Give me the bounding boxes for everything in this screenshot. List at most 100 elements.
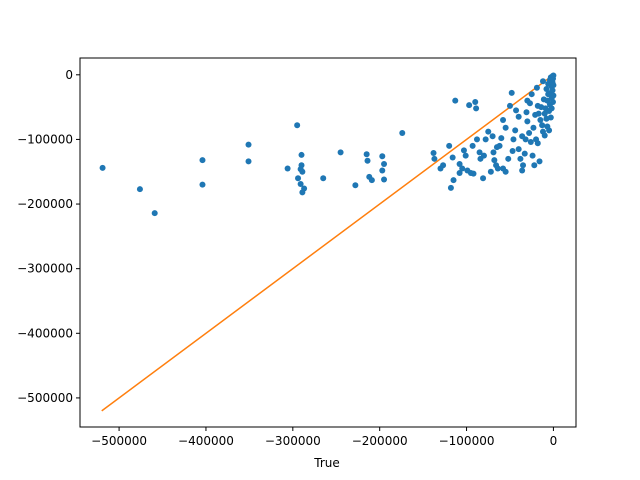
data-point: [533, 84, 540, 91]
data-point: [430, 149, 437, 156]
data-point: [487, 168, 494, 175]
data-point: [537, 117, 544, 124]
data-point: [470, 170, 477, 177]
reference-line-layer: [101, 74, 554, 412]
data-point: [527, 139, 534, 146]
data-point: [472, 98, 479, 105]
data-point: [485, 128, 492, 135]
data-point: [437, 165, 444, 172]
data-point: [136, 186, 143, 193]
data-point: [431, 155, 438, 162]
y-tick-label: −400000: [17, 326, 73, 340]
data-point: [199, 181, 206, 188]
data-point: [245, 141, 252, 148]
y-tick-label: 0: [65, 68, 73, 82]
data-point: [460, 147, 467, 154]
data-point: [520, 162, 527, 169]
data-point: [462, 152, 469, 159]
data-point: [450, 177, 457, 184]
data-point: [399, 129, 406, 136]
data-point: [505, 155, 512, 162]
data-point: [456, 160, 463, 167]
data-point: [337, 149, 344, 156]
data-point: [446, 142, 453, 149]
y-tick-label: −200000: [17, 197, 73, 211]
data-point: [447, 184, 454, 191]
data-point: [297, 181, 304, 188]
data-point: [294, 122, 301, 129]
data-point: [515, 146, 522, 153]
x-tick-label: −300000: [265, 434, 321, 448]
data-point: [151, 210, 158, 217]
data-point: [531, 162, 538, 169]
data-point: [500, 117, 507, 124]
data-point: [489, 133, 496, 140]
data-point: [549, 98, 556, 105]
data-point: [381, 176, 388, 183]
data-point: [245, 158, 252, 165]
data-point: [99, 164, 106, 171]
data-point: [298, 151, 305, 158]
data-point: [521, 150, 528, 157]
data-point: [506, 102, 513, 109]
x-tick-label: −400000: [178, 434, 234, 448]
data-point: [550, 92, 557, 99]
data-point: [502, 124, 509, 131]
data-point: [530, 124, 537, 131]
x-tick-label: −500000: [91, 434, 147, 448]
data-point: [547, 114, 554, 121]
data-point: [364, 157, 371, 164]
data-point: [529, 152, 536, 159]
data-point: [534, 102, 541, 109]
data-point: [452, 97, 459, 104]
data-point: [539, 122, 546, 129]
data-point: [541, 132, 548, 139]
data-point: [298, 162, 305, 169]
data-point: [509, 148, 516, 155]
points-layer: [99, 72, 557, 217]
data-point: [490, 149, 497, 156]
data-point: [512, 127, 519, 134]
data-point: [502, 168, 509, 175]
x-tick-label: 0: [550, 434, 558, 448]
x-tick-label: −100000: [439, 434, 495, 448]
data-point: [379, 167, 386, 174]
data-point: [515, 113, 522, 120]
data-point: [379, 153, 386, 160]
data-point: [449, 154, 456, 161]
data-point: [459, 165, 466, 172]
data-point: [480, 152, 487, 159]
data-point: [473, 105, 480, 112]
data-point: [536, 158, 543, 165]
data-point: [543, 86, 550, 93]
data-point: [295, 175, 302, 182]
data-point: [469, 142, 476, 149]
y-tick-label: −500000: [17, 391, 73, 405]
data-point: [519, 167, 526, 174]
data-point: [480, 175, 487, 182]
data-point: [532, 111, 539, 118]
data-point: [508, 89, 515, 96]
data-point: [493, 144, 500, 151]
data-point: [526, 129, 533, 136]
data-point: [476, 149, 483, 156]
data-point: [524, 97, 531, 104]
data-point: [550, 82, 557, 89]
data-point: [352, 182, 359, 189]
data-point: [199, 157, 206, 164]
data-point: [368, 177, 375, 184]
data-point: [299, 189, 306, 196]
data-point: [466, 102, 473, 109]
data-point: [519, 133, 526, 140]
y-ticks: 0 −100000 −200000 −300000 −400000 −500000: [17, 68, 80, 405]
data-point: [539, 78, 546, 85]
data-point: [524, 118, 531, 125]
data-point: [482, 136, 489, 143]
data-point: [550, 72, 557, 79]
data-point: [363, 151, 370, 158]
data-point: [546, 127, 553, 134]
x-ticks: −500000 −400000 −300000 −200000 −100000 0: [91, 427, 557, 448]
data-point: [534, 140, 541, 147]
data-point: [513, 107, 520, 114]
